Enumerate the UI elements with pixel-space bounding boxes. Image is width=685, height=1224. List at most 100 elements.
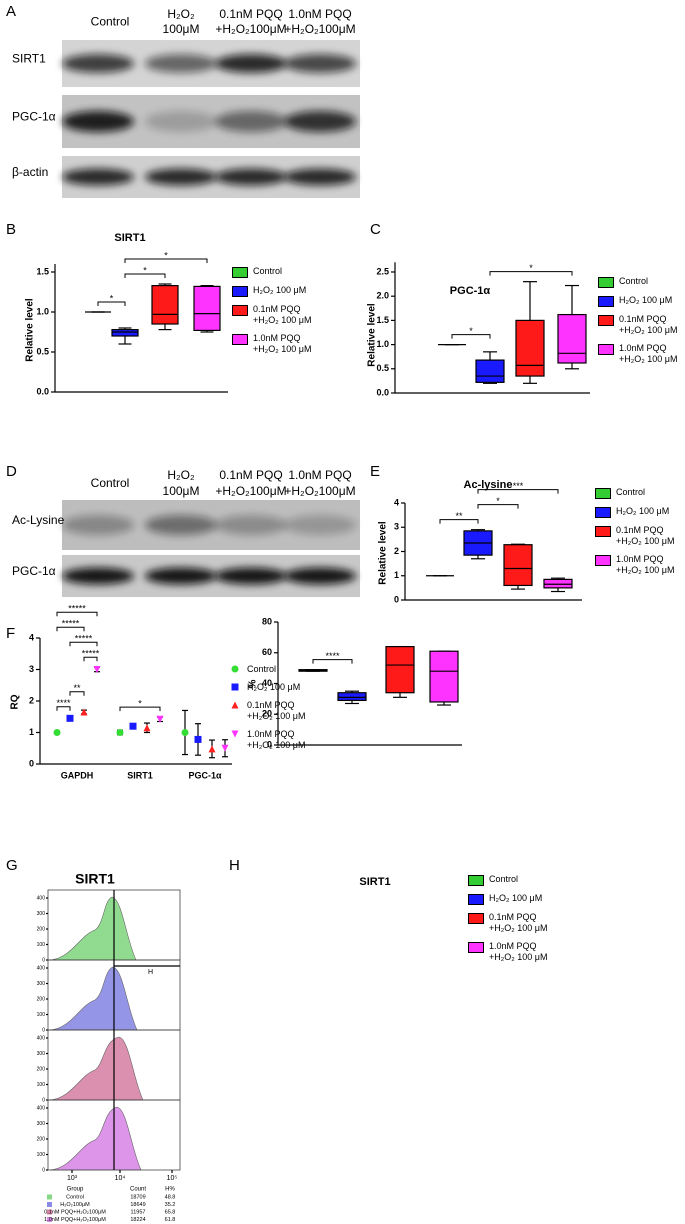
lane-label: Control: [91, 476, 130, 490]
blot-band: [215, 567, 287, 585]
significance-label: *: [138, 698, 142, 708]
table-cell: 61.8: [165, 1217, 176, 1223]
legend-label: 1.0nM PQQ +H₂O₂ 100 μM: [619, 343, 678, 364]
chart-title: SIRT1: [114, 232, 145, 244]
table-cell: 35.2: [165, 1202, 176, 1208]
legend-swatch: [595, 526, 611, 537]
row-label: PGC-1α: [12, 110, 56, 124]
legend-swatch: [595, 555, 611, 566]
significance-bracket: [439, 519, 479, 524]
legend-swatch: [598, 277, 614, 288]
y-tick-label: 1.0: [376, 339, 389, 349]
legend: Control H₂O₂ 100 μM 0.1nM PQQ +H₂O₂ 100 μM…: [228, 664, 313, 758]
panel-letter: F: [6, 625, 15, 642]
significance-bracket: [83, 656, 98, 662]
table-cell: 0.1nM PQQ+H₂O₂100μM: [44, 1209, 106, 1215]
legend-swatch: [468, 894, 484, 905]
legend-label: H₂O₂ 100 μM: [619, 295, 673, 305]
legend-label: 0.1nM PQQ +H₂O₂ 100 μM: [616, 525, 675, 546]
significance-bracket: [69, 641, 98, 647]
box: [111, 329, 139, 337]
y-tick-label: 3: [29, 664, 34, 674]
significance-label: ****: [325, 651, 340, 661]
significance-label: *****: [68, 604, 86, 614]
blot-band: [145, 54, 217, 73]
blot-band: [284, 567, 356, 585]
legend-entry: 0.1nM PQQ +H₂O₂ 100 μM: [232, 304, 319, 326]
y-tick-label: 300: [37, 911, 46, 917]
panel-letter: G: [6, 857, 18, 874]
significance-bracket: [477, 504, 519, 509]
blot-band: [145, 515, 217, 535]
marker: [208, 745, 216, 753]
legend-entry: 1.0nM PQQ +H₂O₂ 100 μM: [598, 343, 685, 365]
legend-marker: [231, 665, 239, 673]
y-tick-label: 200: [37, 926, 46, 932]
legend-label: 1.0nM PQQ +H₂O₂ 100 μM: [247, 729, 306, 750]
significance-bracket: [124, 258, 208, 263]
box: [557, 313, 587, 364]
lane-label: 0.1nM PQQ: [219, 7, 282, 21]
legend-entry: 1.0nM PQQ +H₂O₂ 100 μM: [228, 729, 313, 751]
blot-band: [215, 168, 287, 186]
legend-label: H₂O₂ 100 μM: [616, 506, 670, 516]
y-tick-label: 0.5: [376, 363, 389, 373]
legend-entry: Control: [468, 874, 555, 886]
legend-entry: Control: [595, 487, 682, 499]
significance-label: *****: [62, 619, 80, 629]
group-swatch: [47, 1202, 52, 1207]
significance-bracket: [312, 659, 353, 664]
legend-entry: Control: [598, 276, 685, 288]
lane-label: 1.0nM PQQ: [288, 468, 351, 482]
legend-label: H₂O₂ 100 μM: [253, 285, 307, 295]
table-header: Group: [67, 1187, 84, 1193]
blot-band: [284, 515, 356, 535]
significance-label: *: [496, 496, 500, 506]
lane-label: 1.0nM PQQ: [288, 7, 351, 21]
marker: [194, 735, 202, 743]
significance-bracket: [56, 611, 98, 617]
legend-label: Control: [253, 266, 283, 276]
group-swatch: [47, 1194, 52, 1200]
x-tick-label: 10³: [67, 1175, 78, 1182]
marker: [53, 729, 61, 736]
table-cell: 48.8: [165, 1194, 176, 1200]
legend-marker: [231, 701, 239, 709]
y-tick-label: 0: [42, 1097, 45, 1103]
marker: [143, 724, 151, 732]
legend-swatch: [468, 942, 484, 953]
lane-label: +H₂O₂100μM: [284, 22, 355, 36]
legend-entry: H₂O₂ 100 μM: [232, 285, 319, 297]
y-tick-label: 100: [37, 1012, 46, 1018]
panel-letter: A: [6, 3, 16, 20]
y-tick-label: 4: [29, 632, 34, 642]
legend-swatch: [232, 334, 248, 345]
y-axis-label: Relative level: [25, 298, 36, 362]
y-tick-label: 200: [37, 1136, 46, 1142]
table-header: Count: [130, 1187, 146, 1193]
panel-letter: B: [6, 221, 16, 238]
legend-label: H₂O₂ 100 μM: [489, 893, 543, 903]
y-tick-label: 100: [37, 1152, 46, 1158]
legend-entry: Control: [228, 664, 313, 675]
lane-label: H₂O₂: [167, 468, 195, 482]
histogram: [49, 966, 138, 1031]
chart-title: PGC-1α: [450, 285, 491, 297]
blot-band: [62, 567, 134, 585]
table-cell: 11957: [131, 1209, 146, 1215]
lane-label: 100μM: [163, 484, 200, 498]
legend-swatch: [598, 315, 614, 326]
significance-label: ***: [513, 481, 524, 491]
significance-label: *****: [82, 649, 100, 659]
legend-entry: H₂O₂ 100 μM: [595, 506, 682, 518]
y-tick-label: 400: [37, 1035, 46, 1041]
legend-label: Control: [616, 487, 646, 497]
blot-band: [62, 54, 134, 73]
row-label: SIRT1: [12, 52, 46, 66]
legend-label: 1.0nM PQQ +H₂O₂ 100 μM: [489, 941, 548, 962]
legend-entry: 1.0nM PQQ +H₂O₂ 100 μM: [468, 941, 555, 963]
y-tick-label: 1.0: [36, 306, 49, 316]
box: [543, 578, 573, 589]
y-axis-label: RQ: [10, 694, 21, 709]
legend-label: Control: [247, 664, 277, 674]
